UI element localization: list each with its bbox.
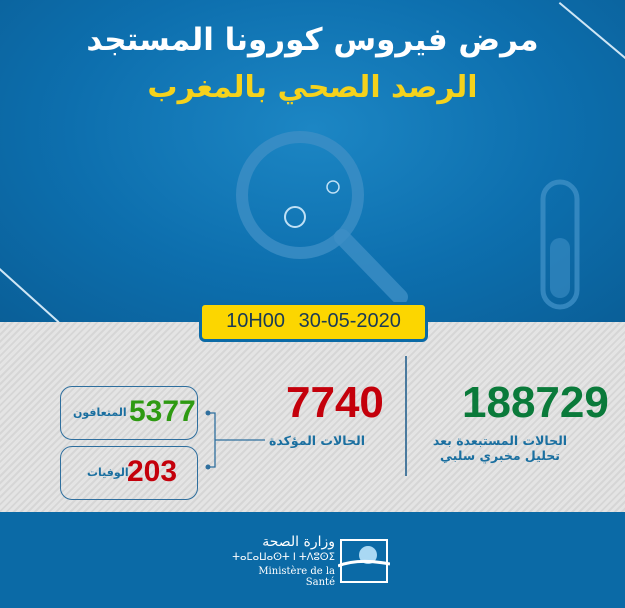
test-tube-icon (540, 179, 580, 310)
date: 30-05-2020 (298, 310, 401, 332)
footer: وزارة الصحة ⵜⴰⵎⴰⵡⴰⵙⵜ ⵏ ⵜⴷⵓⵙⵉ Ministère d… (0, 512, 625, 608)
time: 10H00 (226, 310, 286, 332)
ministry-logo-icon (338, 539, 390, 583)
excluded-label: الحالات المستبعدة بعد تحليل مخبري سلبي (432, 433, 568, 463)
decorative-line (0, 268, 60, 322)
excluded-count: 188729 (462, 378, 609, 427)
divider (405, 356, 407, 476)
ministry-logo-text: وزارة الصحة ⵜⴰⵎⴰⵡⴰⵙⵜ ⵏ ⵜⴷⵓⵙⵉ Ministère d… (232, 534, 335, 588)
magnifier-virus-icon (236, 131, 408, 305)
recovered-label: المتعافون (73, 406, 127, 419)
confirmed-count: 7740 (286, 378, 384, 427)
timestamp-badge: 10H00 30-05-2020 (199, 302, 428, 342)
connector-bracket (205, 410, 265, 470)
deaths-label: الوفيات (87, 466, 129, 479)
header-banner: مرض فيروس كورونا المستجد الرصد الصحي بال… (0, 0, 625, 322)
deaths-box: الوفيات 203 (60, 446, 198, 500)
recovered-box: المتعافون 5377 (60, 386, 198, 440)
confirmed-label: الحالات المؤكدة (269, 433, 365, 448)
stats-panel (0, 322, 625, 512)
page-subtitle: الرصد الصحي بالمغرب (147, 70, 478, 105)
page-title: مرض فيروس كورونا المستجد (86, 22, 539, 58)
deaths-count: 203 (127, 455, 178, 488)
recovered-count: 5377 (129, 395, 196, 428)
